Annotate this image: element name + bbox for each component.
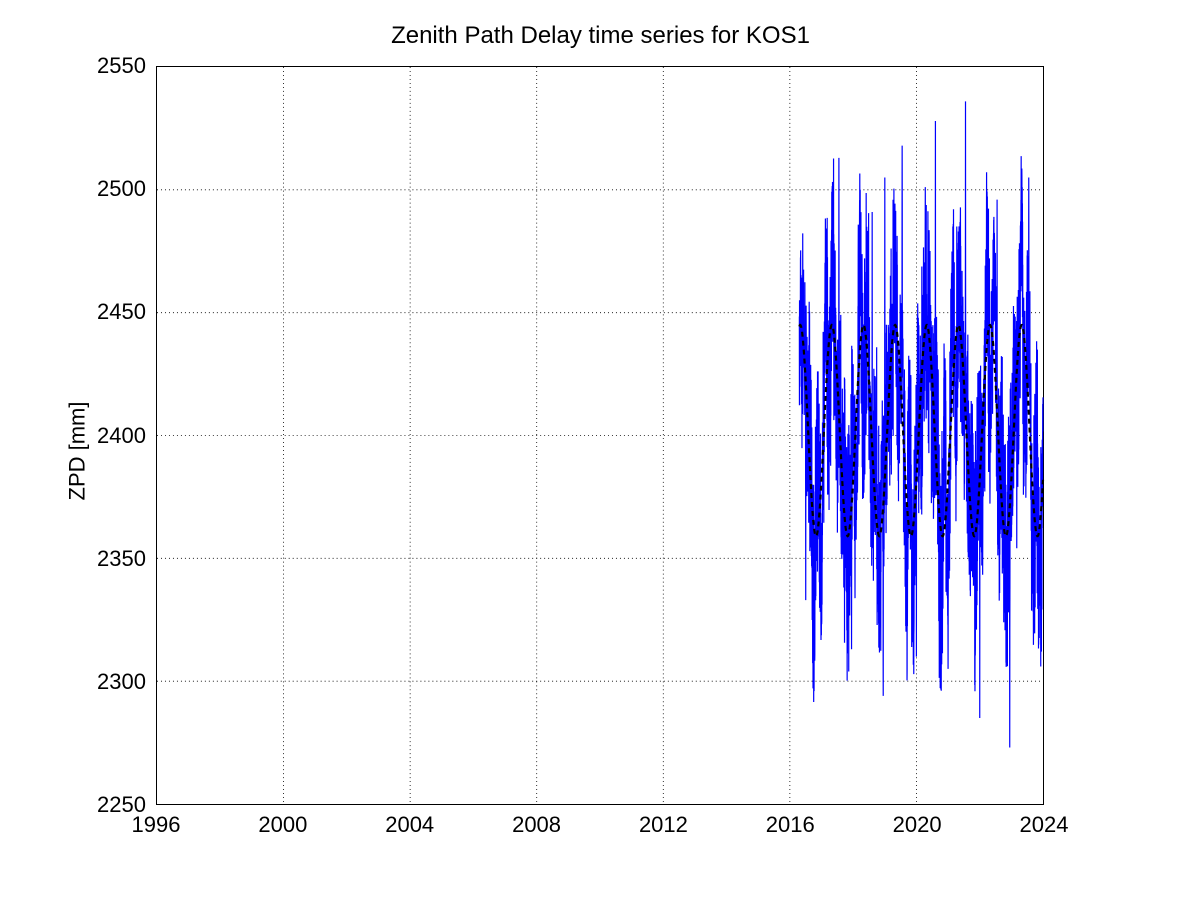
chart-container: Zenith Path Delay time series for KOS1 Z… [0,0,1201,901]
y-tick-label: 2400 [46,423,146,449]
y-tick-label: 2450 [46,299,146,325]
y-tick-label: 2300 [46,669,146,695]
y-tick-label: 2500 [46,176,146,202]
x-tick-label: 2024 [1020,812,1069,838]
chart-title: Zenith Path Delay time series for KOS1 [0,22,1201,50]
x-tick-label: 2008 [512,812,561,838]
x-tick-label: 1996 [132,812,181,838]
plot-svg [157,67,1043,804]
y-tick-label: 2550 [46,53,146,79]
x-tick-label: 2020 [893,812,942,838]
x-tick-label: 2016 [766,812,815,838]
series-raw-line [799,101,1043,747]
y-tick-label: 2350 [46,546,146,572]
x-tick-label: 2004 [385,812,434,838]
y-axis-label: ZPD [mm] [65,401,91,500]
x-tick-label: 2000 [258,812,307,838]
plot-area [156,66,1044,805]
x-tick-label: 2012 [639,812,688,838]
